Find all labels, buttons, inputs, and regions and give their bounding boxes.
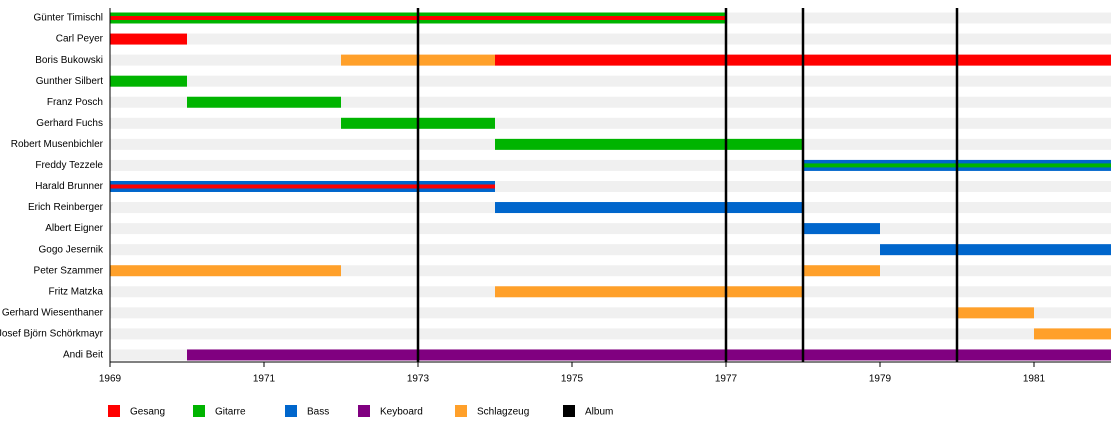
- row-stripe: [110, 33, 1111, 45]
- legend-label: Gesang: [130, 407, 165, 418]
- x-tick-label: 1969: [99, 374, 122, 385]
- legend-label: Schlagzeug: [477, 407, 529, 418]
- legend-swatch: [193, 405, 205, 417]
- legend-swatch: [563, 405, 575, 417]
- x-tick-label: 1973: [407, 374, 430, 385]
- bar: [110, 33, 187, 45]
- bar: [880, 244, 1111, 256]
- bar: [110, 184, 495, 189]
- row-label: Gogo Jesernik: [39, 244, 104, 255]
- bar: [110, 75, 187, 87]
- row-stripe: [110, 307, 1111, 319]
- x-tick-label: 1981: [1023, 374, 1046, 385]
- legend-label: Bass: [307, 407, 329, 418]
- legend-swatch: [358, 405, 370, 417]
- row-label: Gunther Silbert: [36, 76, 103, 87]
- bar: [803, 265, 880, 277]
- bar: [187, 96, 341, 108]
- x-tick-label: 1977: [715, 374, 738, 385]
- bar: [495, 202, 803, 214]
- row-label: Freddy Tezzele: [35, 160, 103, 171]
- x-tick-label: 1971: [253, 374, 276, 385]
- legend-label: Album: [585, 407, 613, 418]
- row-label: Erich Reinberger: [28, 202, 104, 213]
- row-label: Harald Brunner: [35, 181, 103, 192]
- row-label: Fritz Matzka: [49, 286, 104, 297]
- row-label: Franz Posch: [47, 97, 103, 108]
- legend-label: Keyboard: [380, 407, 423, 418]
- row-stripe: [110, 96, 1111, 108]
- legend-swatch: [108, 405, 120, 417]
- row-stripe: [110, 265, 1111, 277]
- legend-swatch: [455, 405, 467, 417]
- row-stripe: [110, 180, 1111, 192]
- row-label: Boris Bukowski: [35, 55, 103, 66]
- row-stripe: [110, 328, 1111, 340]
- x-tick-label: 1979: [869, 374, 892, 385]
- row-label: Carl Peyer: [56, 34, 104, 45]
- row-stripe: [110, 223, 1111, 235]
- bar: [803, 223, 880, 235]
- row-label: Gerhard Wiesenthaner: [2, 307, 104, 318]
- row-stripe: [110, 159, 1111, 171]
- row-label: Peter Szammer: [34, 265, 104, 276]
- legend-swatch: [285, 405, 297, 417]
- bar: [110, 265, 341, 277]
- bar: [1034, 328, 1111, 340]
- row-label: Josef Björn Schörkmayr: [0, 329, 104, 340]
- row-label: Albert Eigner: [45, 223, 103, 234]
- row-stripe: [110, 117, 1111, 129]
- row-label: Günter Timischl: [34, 13, 103, 24]
- bar: [495, 286, 803, 298]
- x-tick-label: 1975: [561, 374, 584, 385]
- legend-label: Gitarre: [215, 407, 246, 418]
- bar: [957, 307, 1034, 319]
- bar: [495, 138, 803, 150]
- row-label: Gerhard Fuchs: [36, 118, 103, 129]
- row-label: Andi Beit: [63, 350, 103, 361]
- row-stripe: [110, 244, 1111, 256]
- bar: [187, 349, 1111, 361]
- row-stripe: [110, 75, 1111, 87]
- row-label: Robert Musenbichler: [11, 139, 104, 150]
